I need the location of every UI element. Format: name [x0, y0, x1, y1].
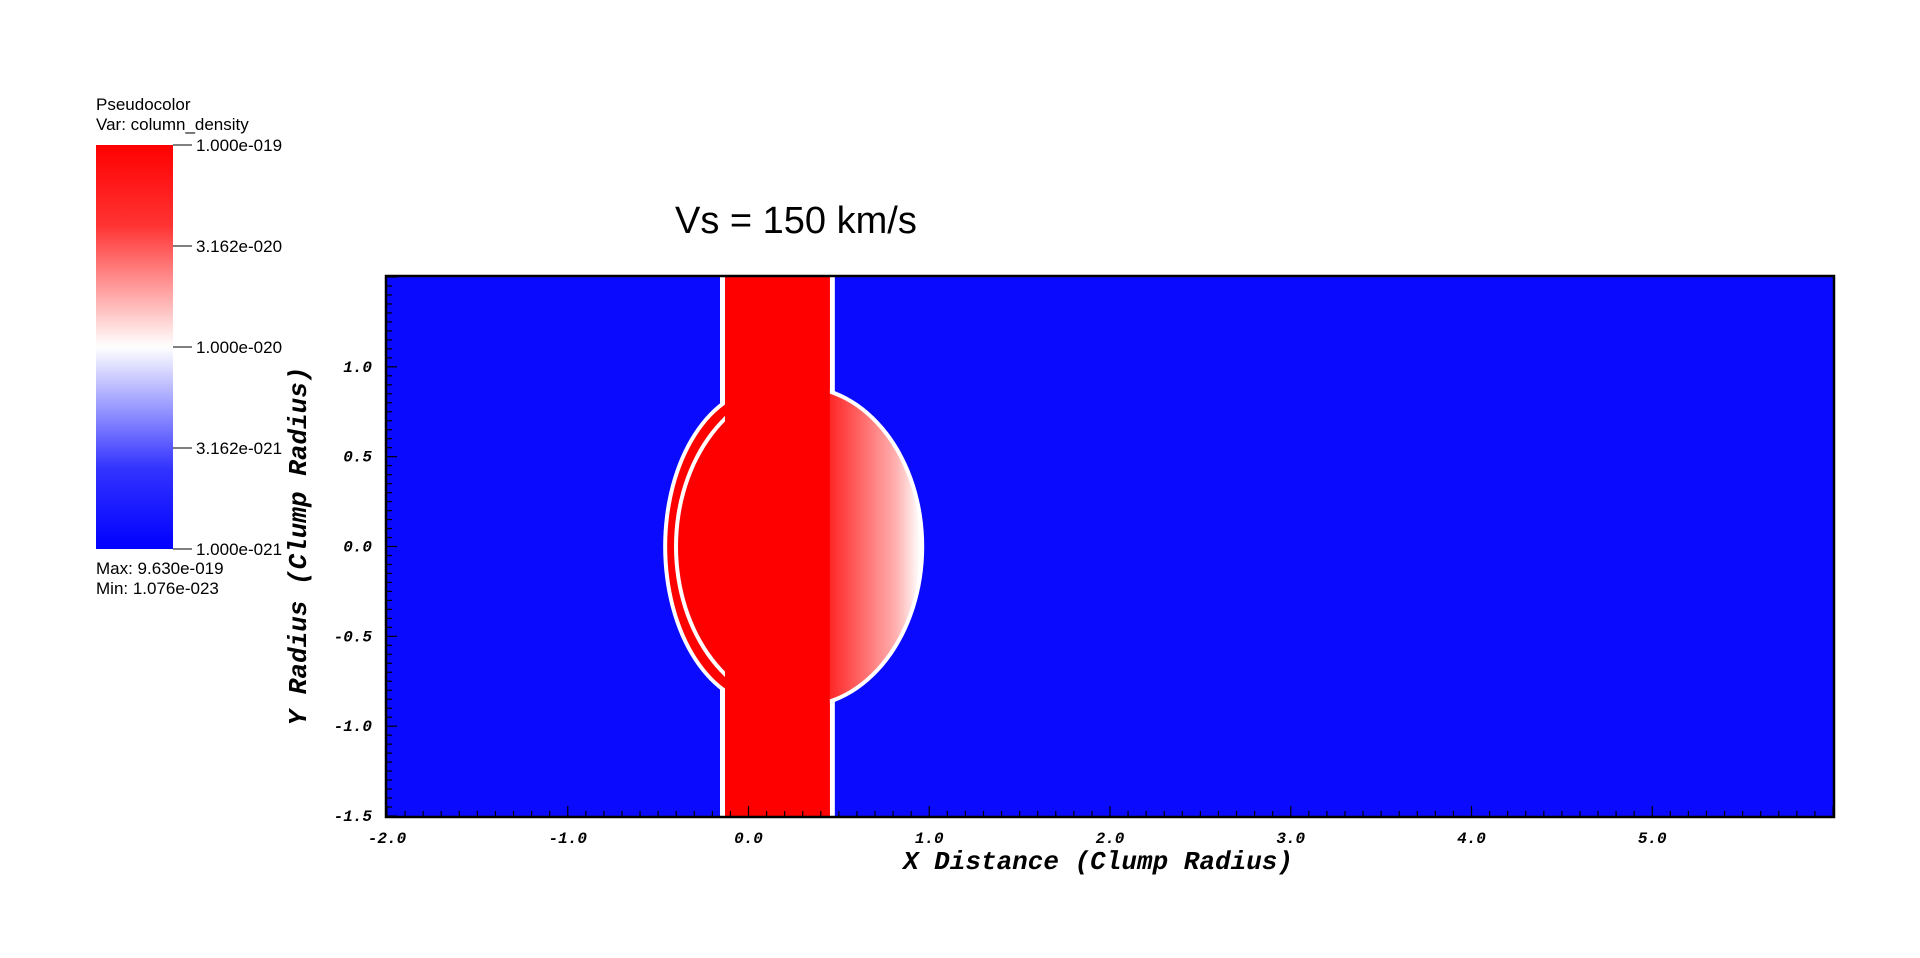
legend-colorbar: [96, 145, 173, 549]
legend-min: Min: 1.076e-023: [96, 579, 219, 598]
x-tick-label: -2.0: [368, 830, 407, 848]
y-tick-label: 0.5: [343, 449, 372, 467]
plot-frame: [384, 274, 1836, 819]
legend-tick-label: 1.000e-021: [196, 540, 282, 559]
x-tick-label: -1.0: [549, 830, 588, 848]
plot-area: [387, 277, 1833, 816]
x-axis-label: X Distance (Clump Radius): [901, 847, 1293, 877]
legend-ticks: 1.000e-019 3.162e-020 1.000e-020 3.162e-021…: [173, 136, 282, 559]
x-tick-label: 2.0: [1096, 830, 1125, 848]
y-axis: -1.5 -1.0 -0.5 0.0 0.5 1.0: [334, 276, 397, 826]
chart-title: Vs = 150 km/s: [675, 200, 917, 242]
legend-tick-label: 3.162e-020: [196, 237, 282, 256]
legend-tick-label: 1.000e-020: [196, 338, 282, 357]
x-tick-label: 3.0: [1276, 830, 1305, 848]
legend-tick-label: 3.162e-021: [196, 439, 282, 458]
y-tick-label: 0.0: [343, 539, 372, 557]
slab-core: [725, 277, 830, 816]
x-tick-label: 5.0: [1638, 830, 1667, 848]
y-tick-label: -1.0: [334, 718, 373, 736]
y-axis-label: Y Radius (Clump Radius): [284, 367, 314, 726]
heatmap-background: [387, 277, 1833, 816]
x-tick-label: 4.0: [1457, 830, 1486, 848]
legend-tick-label: 1.000e-019: [196, 136, 282, 155]
legend-var-label: Var: column_density: [96, 115, 249, 134]
legend-max: Max: 9.630e-019: [96, 559, 224, 578]
heatmap-features: [663, 277, 925, 816]
x-tick-label: 0.0: [734, 830, 763, 848]
x-axis: -2.0 -1.0 0.0 1.0 2.0 3.0 4.0 5.0: [368, 806, 1834, 848]
x-tick-label: 1.0: [915, 830, 944, 848]
legend-plot-type: Pseudocolor: [96, 95, 191, 114]
y-tick-label: -0.5: [334, 628, 373, 646]
y-tick-label: -1.5: [334, 808, 373, 826]
y-tick-label: 1.0: [343, 359, 372, 377]
